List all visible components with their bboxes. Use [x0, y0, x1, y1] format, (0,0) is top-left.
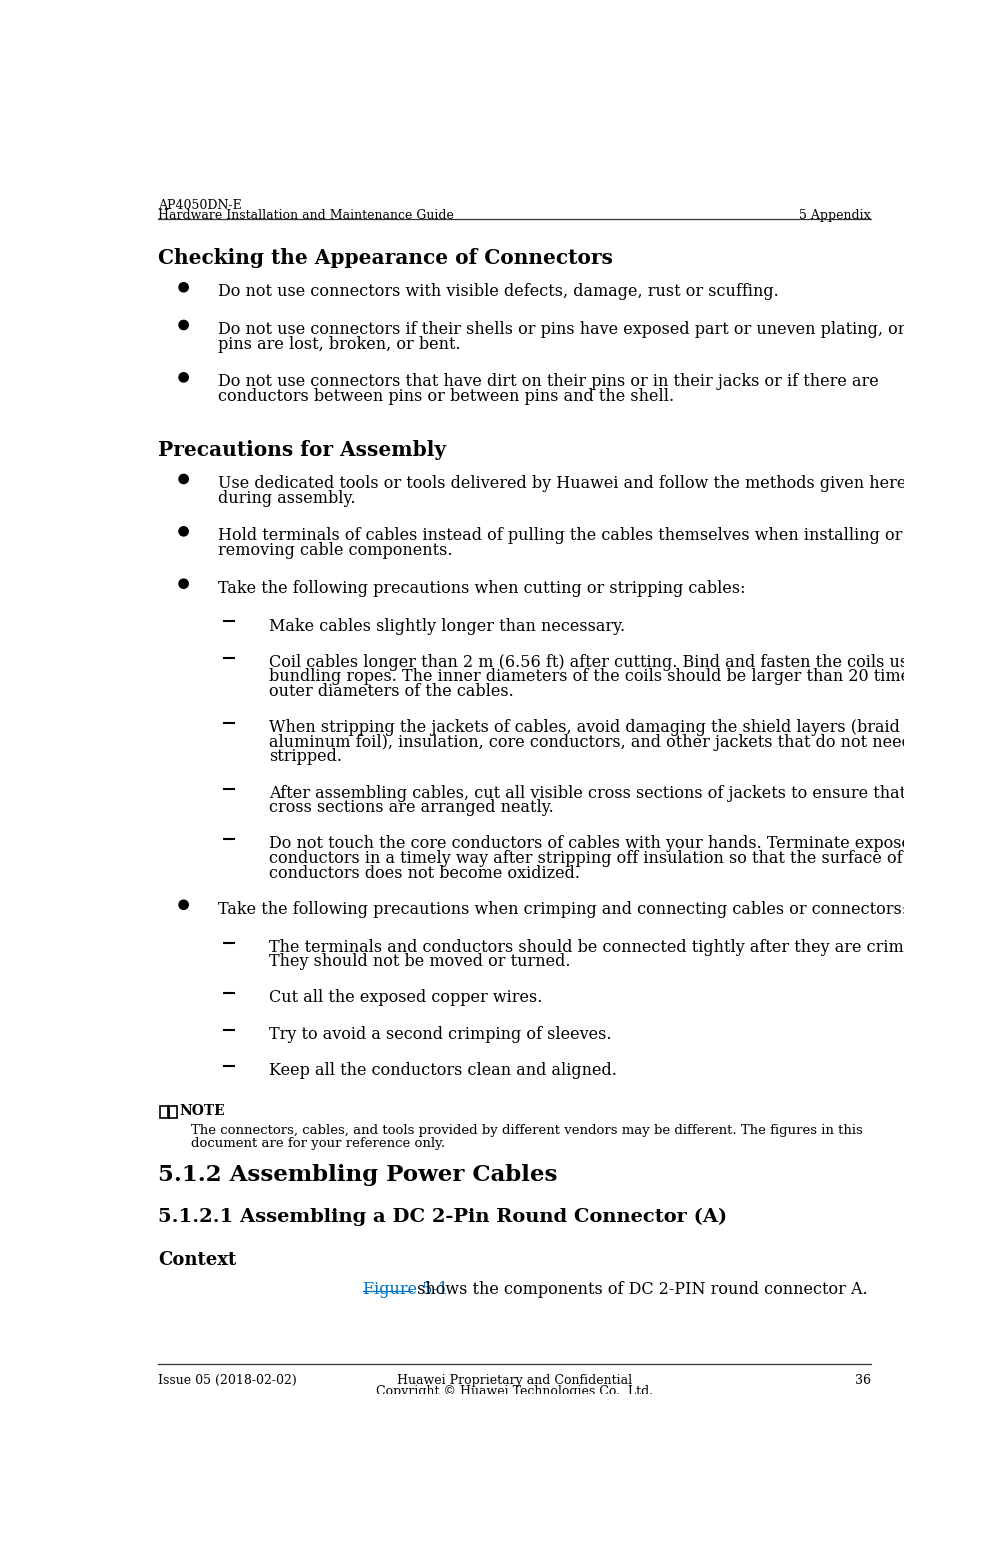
Text: Copyright © Huawei Technologies Co., Ltd.: Copyright © Huawei Technologies Co., Ltd…	[375, 1386, 653, 1398]
Text: Figure 5-1: Figure 5-1	[363, 1281, 448, 1298]
Text: Use dedicated tools or tools delivered by Huawei and follow the methods given he: Use dedicated tools or tools delivered b…	[219, 474, 906, 492]
Text: Do not use connectors with visible defects, damage, rust or scuffing.: Do not use connectors with visible defec…	[219, 283, 778, 301]
Text: Try to avoid a second crimping of sleeves.: Try to avoid a second crimping of sleeve…	[269, 1026, 611, 1043]
Text: After assembling cables, cut all visible cross sections of jackets to ensure tha: After assembling cables, cut all visible…	[269, 785, 937, 802]
Text: The terminals and conductors should be connected tightly after they are crimped.: The terminals and conductors should be c…	[269, 938, 938, 955]
Text: removing cable components.: removing cable components.	[219, 542, 452, 559]
Text: Keep all the conductors clean and aligned.: Keep all the conductors clean and aligne…	[269, 1062, 616, 1079]
Text: Hardware Installation and Maintenance Guide: Hardware Installation and Maintenance Gu…	[157, 210, 453, 222]
Text: Context: Context	[157, 1251, 236, 1268]
Text: conductors between pins or between pins and the shell.: conductors between pins or between pins …	[219, 388, 674, 406]
Text: Hold terminals of cables instead of pulling the cables themselves when installin: Hold terminals of cables instead of pull…	[219, 528, 902, 545]
Circle shape	[179, 373, 189, 382]
Text: Checking the Appearance of Connectors: Checking the Appearance of Connectors	[157, 247, 612, 268]
Text: Do not touch the core conductors of cables with your hands. Terminate exposed: Do not touch the core conductors of cabl…	[269, 836, 920, 852]
Circle shape	[179, 900, 189, 910]
Text: Do not use connectors that have dirt on their pins or in their jacks or if there: Do not use connectors that have dirt on …	[219, 373, 879, 390]
Text: 5.1.2 Assembling Power Cables: 5.1.2 Assembling Power Cables	[157, 1164, 557, 1187]
Text: Cut all the exposed copper wires.: Cut all the exposed copper wires.	[269, 990, 542, 1007]
Text: AP4050DN-E: AP4050DN-E	[157, 199, 242, 211]
Text: conductors does not become oxidized.: conductors does not become oxidized.	[269, 864, 580, 882]
Text: The connectors, cables, and tools provided by different vendors may be different: The connectors, cables, and tools provid…	[191, 1124, 862, 1137]
Text: Huawei Proprietary and Confidential: Huawei Proprietary and Confidential	[396, 1373, 632, 1387]
Circle shape	[179, 579, 189, 589]
Circle shape	[179, 474, 189, 484]
Text: 36: 36	[855, 1373, 871, 1387]
Text: They should not be moved or turned.: They should not be moved or turned.	[269, 954, 570, 971]
Circle shape	[179, 526, 189, 536]
Text: bundling ropes. The inner diameters of the coils should be larger than 20 times : bundling ropes. The inner diameters of t…	[269, 669, 949, 686]
Text: pins are lost, broken, or bent.: pins are lost, broken, or bent.	[219, 335, 460, 352]
Circle shape	[179, 282, 189, 291]
Text: 5 Appendix: 5 Appendix	[798, 210, 871, 222]
Text: stripped.: stripped.	[269, 749, 342, 766]
Text: document are for your reference only.: document are for your reference only.	[191, 1137, 444, 1149]
Text: Issue 05 (2018-02-02): Issue 05 (2018-02-02)	[157, 1373, 297, 1387]
FancyBboxPatch shape	[169, 1106, 178, 1118]
Text: Take the following precautions when cutting or stripping cables:: Take the following precautions when cutt…	[219, 579, 745, 597]
Text: Do not use connectors if their shells or pins have exposed part or uneven platin: Do not use connectors if their shells or…	[219, 321, 950, 338]
Text: conductors in a timely way after stripping off insulation so that the surface of: conductors in a timely way after strippi…	[269, 850, 933, 868]
Text: Make cables slightly longer than necessary.: Make cables slightly longer than necessa…	[269, 617, 625, 634]
Text: outer diameters of the cables.: outer diameters of the cables.	[269, 683, 514, 700]
Text: NOTE: NOTE	[180, 1104, 226, 1118]
Text: Coil cables longer than 2 m (6.56 ft) after cutting. Bind and fasten the coils u: Coil cables longer than 2 m (6.56 ft) af…	[269, 653, 933, 670]
Text: shows the components of DC 2-PIN round connector A.: shows the components of DC 2-PIN round c…	[411, 1281, 867, 1298]
Text: during assembly.: during assembly.	[219, 490, 356, 507]
Text: Precautions for Assembly: Precautions for Assembly	[157, 440, 445, 460]
FancyBboxPatch shape	[159, 1106, 168, 1118]
Text: aluminum foil), insulation, core conductors, and other jackets that do not need : aluminum foil), insulation, core conduct…	[269, 734, 957, 750]
Circle shape	[179, 321, 189, 329]
Text: cross sections are arranged neatly.: cross sections are arranged neatly.	[269, 799, 553, 816]
Text: 5.1.2.1 Assembling a DC 2-Pin Round Connector (A): 5.1.2.1 Assembling a DC 2-Pin Round Conn…	[157, 1207, 726, 1226]
Text: When stripping the jackets of cables, avoid damaging the shield layers (braid or: When stripping the jackets of cables, av…	[269, 719, 922, 736]
Text: Take the following precautions when crimping and connecting cables or connectors: Take the following precautions when crim…	[219, 900, 907, 918]
